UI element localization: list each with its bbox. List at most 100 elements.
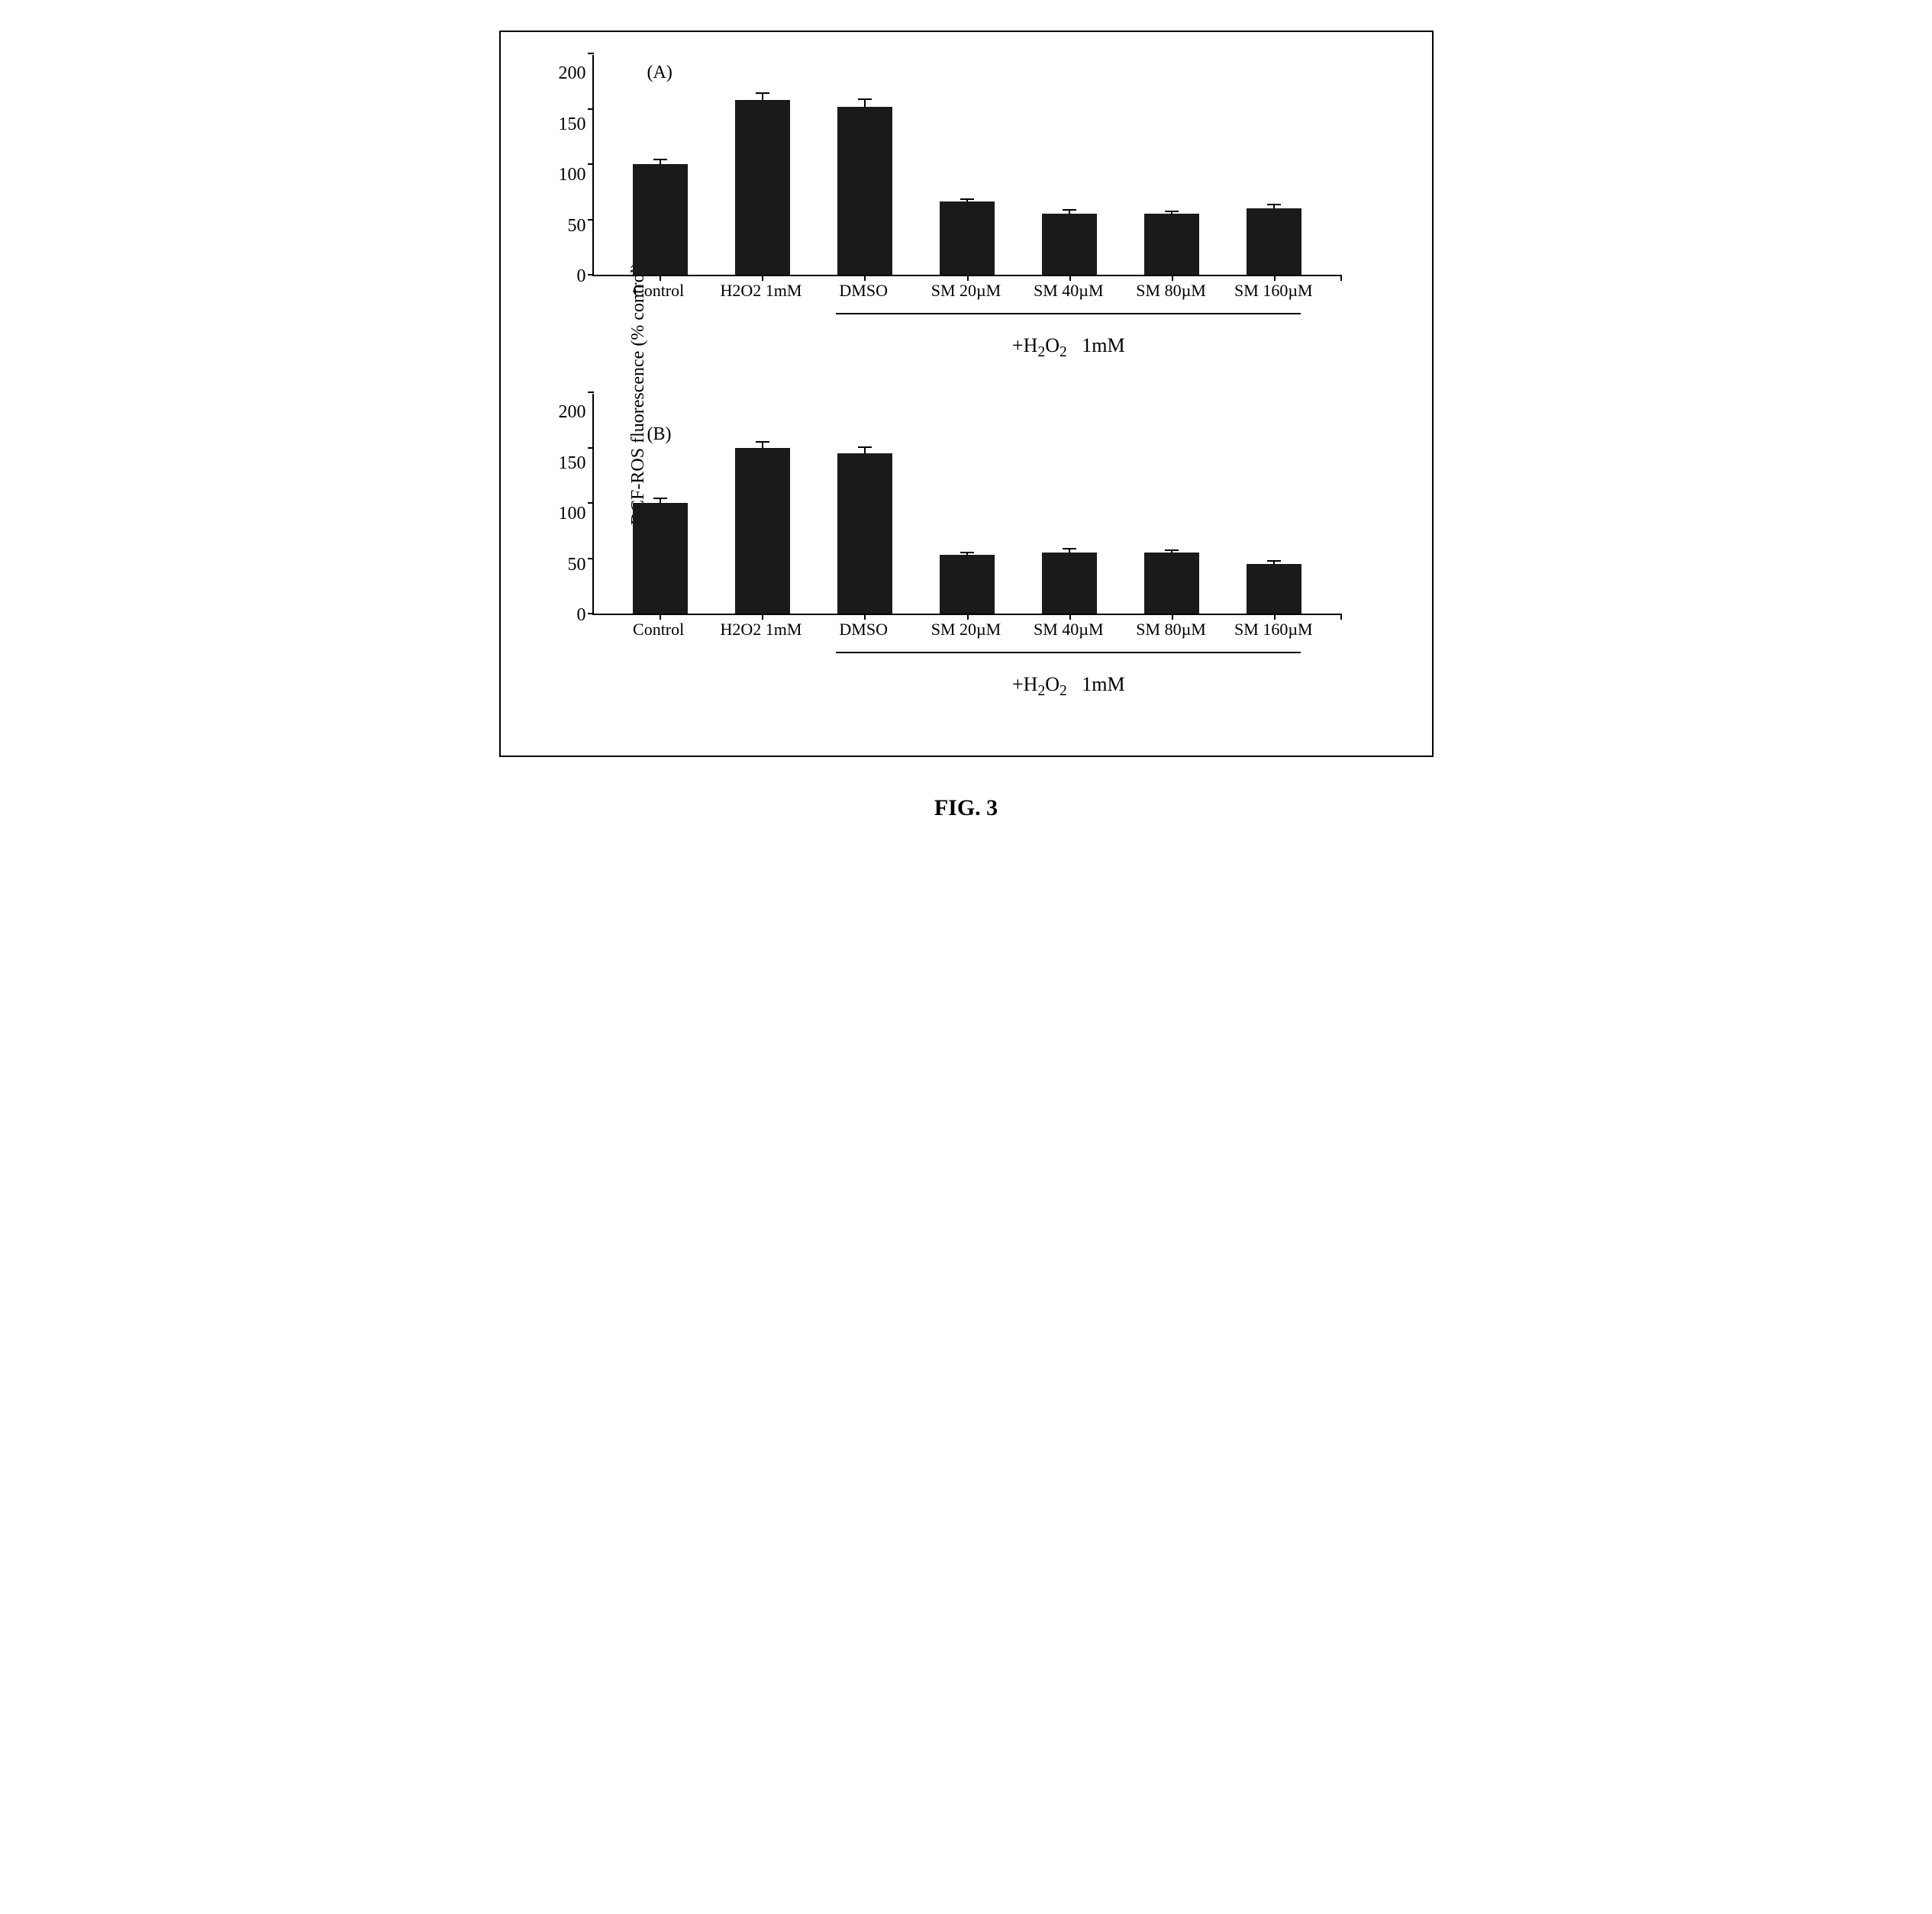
y-tick-label: 150 xyxy=(559,454,586,472)
error-bar xyxy=(1069,209,1070,214)
y-ticks: 200150100500 xyxy=(547,394,592,615)
plot-row: 200150100500 xyxy=(547,394,1409,615)
x-tick-mark xyxy=(762,614,763,620)
x-axis-end-tick xyxy=(1340,275,1342,281)
bars-row xyxy=(594,394,1340,614)
figure-border: DCF-ROS fluorescence (% control) (A)2001… xyxy=(499,31,1434,757)
chart-panel-b: (B)200150100500ControlH2O2 1mMDMSOSM 20µ… xyxy=(547,394,1409,725)
bar-slot xyxy=(814,55,916,275)
bar-slot xyxy=(1121,394,1223,614)
error-bar xyxy=(966,198,968,201)
y-tick-mark xyxy=(588,392,594,393)
x-label: H2O2 1mM xyxy=(710,620,812,640)
x-tick-mark xyxy=(1172,614,1173,620)
error-cap xyxy=(960,552,974,553)
error-cap xyxy=(756,92,769,94)
y-tick-mark xyxy=(588,274,594,276)
x-label: DMSO xyxy=(812,281,914,301)
error-bar xyxy=(762,92,763,100)
bar-slot xyxy=(916,55,1018,275)
error-cap xyxy=(1165,549,1179,551)
bar-slot xyxy=(1223,55,1325,275)
bar xyxy=(1144,553,1199,614)
x-labels: ControlH2O2 1mMDMSOSM 20µMSM 40µMSM 80µM… xyxy=(592,276,1340,301)
x-label: SM 80µM xyxy=(1120,620,1222,640)
x-label: H2O2 1mM xyxy=(710,281,812,301)
bar xyxy=(1247,208,1301,275)
x-tick-mark xyxy=(967,614,969,620)
x-label: SM 40µM xyxy=(1018,620,1120,640)
bar xyxy=(837,453,892,614)
x-tick-mark xyxy=(1274,614,1276,620)
bar-slot xyxy=(711,394,814,614)
y-tick-label: 100 xyxy=(559,166,586,184)
error-cap xyxy=(1063,548,1076,549)
x-tick-mark xyxy=(660,614,661,620)
bars-row xyxy=(594,55,1340,275)
error-cap xyxy=(756,441,769,443)
x-label: Control xyxy=(608,620,710,640)
x-tick-mark xyxy=(762,275,763,281)
y-tick-label: 100 xyxy=(559,504,586,523)
y-tick-mark xyxy=(588,613,594,614)
y-tick-mark xyxy=(588,219,594,221)
bar xyxy=(735,448,790,614)
bar xyxy=(1247,564,1301,614)
group-underline xyxy=(836,313,1301,314)
x-tick-mark xyxy=(1274,275,1276,281)
error-bar xyxy=(1273,204,1275,208)
bar xyxy=(735,100,790,275)
error-cap xyxy=(858,98,872,100)
bar xyxy=(1042,214,1097,275)
bar-slot xyxy=(1223,394,1325,614)
bar-slot xyxy=(1018,55,1121,275)
x-axis-end-tick xyxy=(1340,614,1342,620)
error-bar xyxy=(1171,211,1172,214)
bar xyxy=(837,107,892,275)
x-label: SM 160µM xyxy=(1222,620,1324,640)
plot-area xyxy=(592,55,1340,276)
error-bar xyxy=(660,498,661,503)
error-bar xyxy=(1171,549,1172,553)
x-label: SM 20µM xyxy=(914,620,1017,640)
bar xyxy=(633,164,688,275)
x-tick-mark xyxy=(1172,275,1173,281)
figure-caption-text: FIG. 3 xyxy=(934,795,998,820)
error-bar xyxy=(762,441,763,448)
group-annotation: +H2O2 1mM xyxy=(1012,673,1125,700)
error-bar xyxy=(864,446,866,453)
y-tick-mark xyxy=(588,108,594,110)
y-tick-label: 200 xyxy=(559,64,586,82)
error-bar xyxy=(660,159,661,164)
plot-area xyxy=(592,394,1340,615)
bar xyxy=(1042,553,1097,614)
x-labels: ControlH2O2 1mMDMSOSM 20µMSM 40µMSM 80µM… xyxy=(592,615,1340,640)
x-tick-mark xyxy=(967,275,969,281)
y-tick-label: 50 xyxy=(568,217,586,235)
x-tick-mark xyxy=(660,275,661,281)
y-tick-label: 50 xyxy=(568,556,586,574)
bar-slot xyxy=(609,55,711,275)
y-tick-label: 150 xyxy=(559,115,586,134)
bar xyxy=(633,503,688,614)
bar xyxy=(940,201,995,275)
y-tick-marks xyxy=(588,394,594,614)
figure-caption: FIG. 3 xyxy=(31,795,1901,821)
x-label: SM 80µM xyxy=(1120,281,1222,301)
error-cap xyxy=(1267,204,1281,205)
y-tick-label: 200 xyxy=(559,403,586,421)
bar-slot xyxy=(609,394,711,614)
charts-column: (A)200150100500ControlH2O2 1mMDMSOSM 20µ… xyxy=(547,55,1409,725)
error-bar xyxy=(1069,548,1070,553)
error-bar xyxy=(966,552,968,555)
y-tick-marks xyxy=(588,55,594,275)
x-tick-mark xyxy=(1069,275,1071,281)
bar-slot xyxy=(916,394,1018,614)
error-cap xyxy=(1267,560,1281,562)
y-tick-mark xyxy=(588,163,594,165)
error-cap xyxy=(1063,209,1076,211)
x-label: DMSO xyxy=(812,620,914,640)
x-tick-mark xyxy=(864,275,866,281)
x-label: SM 40µM xyxy=(1018,281,1120,301)
error-cap xyxy=(960,198,974,200)
